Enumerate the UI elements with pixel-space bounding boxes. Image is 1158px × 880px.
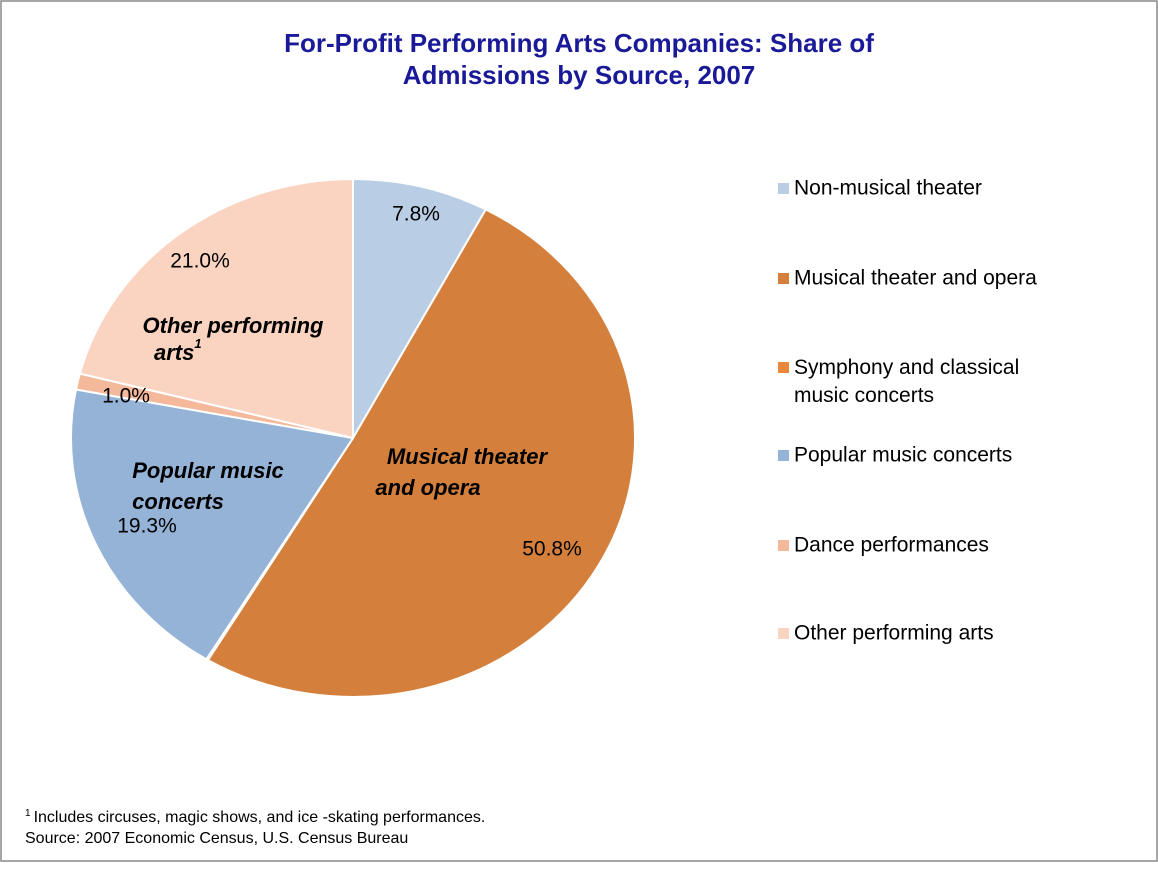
annotation-superscript: 1 <box>194 336 201 351</box>
chart-title: For-Profit Performing Arts Companies: Sh… <box>284 28 874 58</box>
legend-label: Symphony and classical music concerts <box>794 356 1019 407</box>
legend-label: Popular music concerts <box>794 444 1012 467</box>
legend-label: Musical theater and opera <box>794 267 1037 290</box>
pie-slice <box>78 177 354 440</box>
slice-annotation: arts1 <box>154 336 202 364</box>
annotation-text: Other performing <box>143 313 324 338</box>
slice-annotation: concerts <box>132 489 224 514</box>
data-label: 7.8% <box>392 203 440 226</box>
annotation-text: Popular music <box>132 458 284 483</box>
legend-label: Dance performances <box>794 534 989 557</box>
annotation-text: arts <box>154 340 194 365</box>
pie-slice <box>352 177 488 442</box>
footnote: 1 Includes circuses, magic shows, and ice… <box>25 808 485 826</box>
footnote-text: Includes circuses, magic shows, and ice … <box>34 809 486 826</box>
legend-swatch <box>778 362 789 373</box>
data-label: 1.0% <box>102 385 150 408</box>
slice-annotation: Popular music <box>132 458 284 483</box>
legend-swatch <box>778 628 789 639</box>
legend-label: Non-musical theater <box>794 177 982 200</box>
slice-annotation: Musical theater <box>387 444 549 469</box>
legend-label: Other performing arts <box>794 622 994 645</box>
slice-annotation: Other performing <box>143 313 324 338</box>
legend-line: Symphony and classical <box>794 356 1019 379</box>
pie-slice <box>70 388 355 661</box>
data-label: 50.8% <box>522 538 582 561</box>
legend-line: music concerts <box>794 384 934 407</box>
annotation-text: concerts <box>132 489 224 514</box>
legend-swatch <box>778 450 789 461</box>
annotation-text: Musical theater <box>387 444 549 469</box>
slice-annotation: and opera <box>375 475 480 500</box>
data-label: 19.3% <box>117 515 177 538</box>
data-label: 21.0% <box>170 250 230 273</box>
legend-swatch <box>778 540 789 551</box>
chart-title: Admissions by Source, 2007 <box>403 60 756 90</box>
pie-slice <box>206 208 637 699</box>
source: Source: 2007 Economic Census, U.S. Censu… <box>25 830 408 847</box>
legend-swatch <box>778 183 789 194</box>
legend-swatch <box>778 273 789 284</box>
annotation-text: and opera <box>375 475 480 500</box>
footnote-marker: 1 <box>25 808 31 819</box>
